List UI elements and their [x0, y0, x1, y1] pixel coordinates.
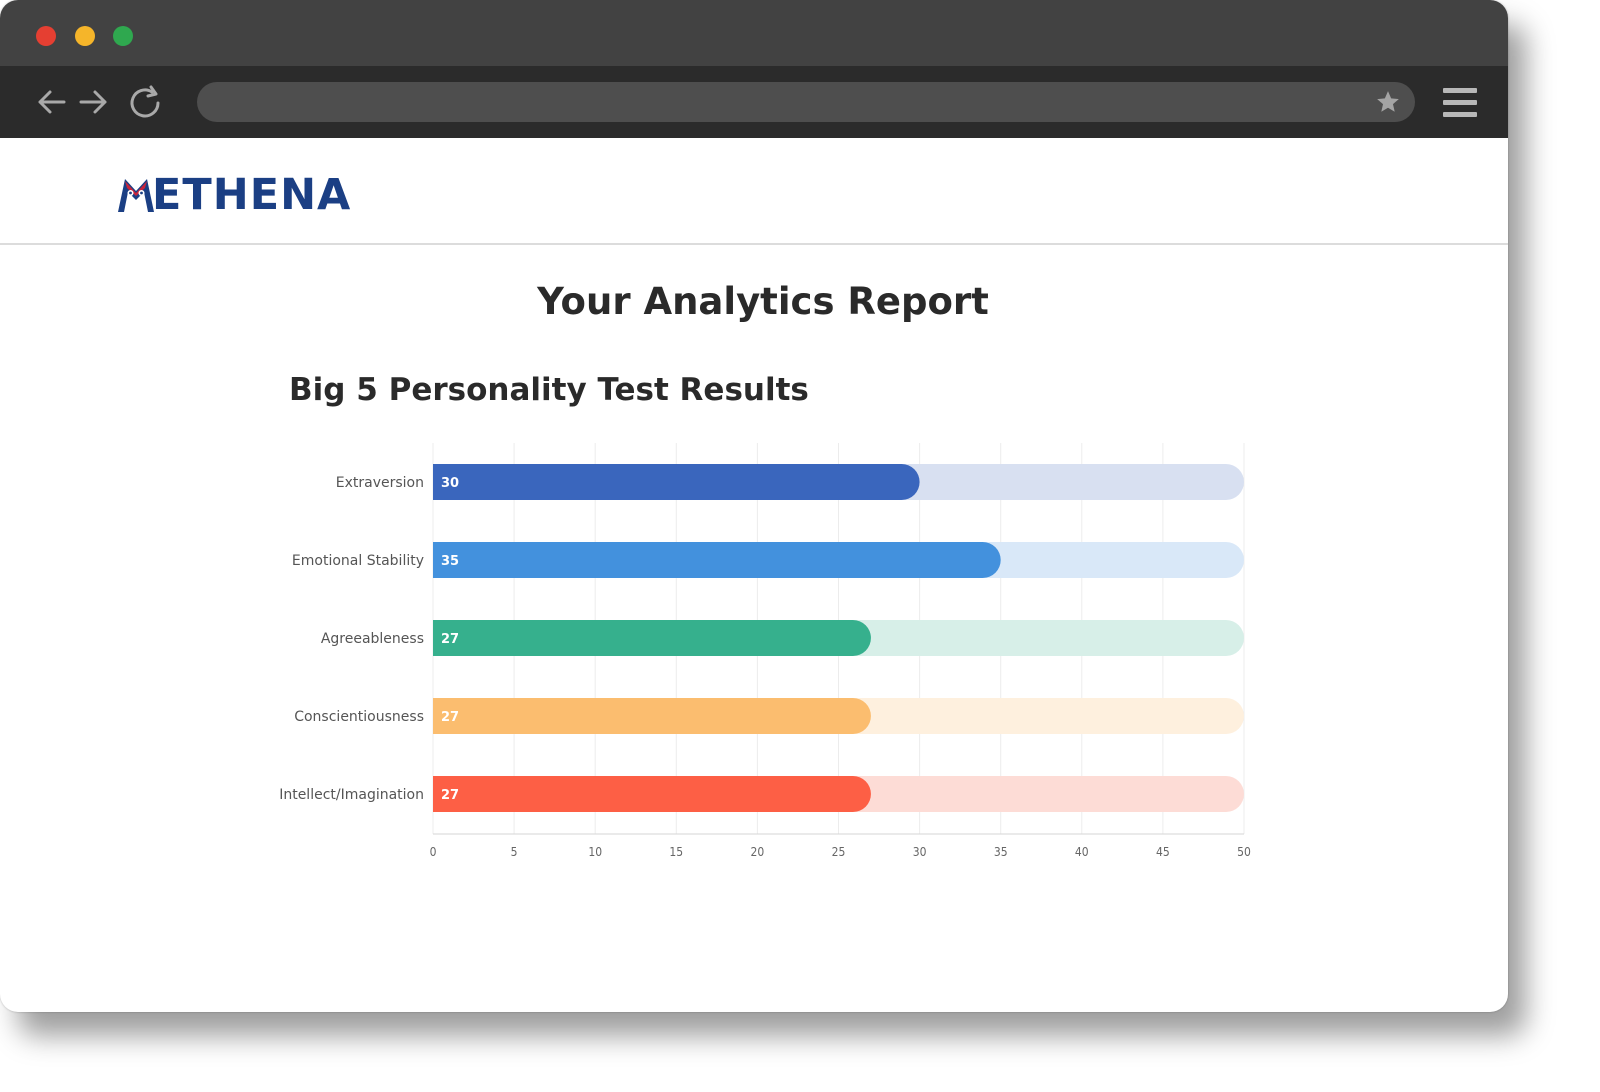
browser-toolbar [0, 66, 1508, 138]
bar-left-edge [433, 542, 469, 578]
bar-value-label: 27 [441, 632, 459, 647]
personality-bar-chart: 0 5 10 15 20 25 30 35 40 45 50 30 Extraversion 35 Emot… [279, 443, 1251, 859]
bar-value-label: 27 [441, 710, 459, 725]
x-tick-label: 5 [511, 845, 518, 859]
bar-left-edge [433, 620, 469, 656]
page-title: Your Analytics Report [537, 280, 989, 323]
bar [433, 464, 920, 500]
bar [433, 620, 871, 656]
browser-window: ETHENA Your Analytics Report Big 5 Perso… [0, 0, 1508, 859]
x-tick-label: 20 [751, 845, 765, 859]
bar-left-edge [433, 698, 469, 734]
x-tick-label: 0 [430, 845, 437, 859]
x-tick-label: 15 [669, 845, 683, 859]
site-header: ETHENA [0, 138, 1508, 245]
hamburger-menu-icon[interactable] [1443, 88, 1477, 118]
x-tick-label: 45 [1156, 845, 1170, 859]
logo-text: ETHENA [152, 170, 352, 220]
bar-value-label: 30 [441, 476, 459, 491]
bar-value-label: 27 [441, 788, 459, 803]
address-bar[interactable] [197, 82, 1415, 124]
x-tick-label: 40 [1075, 845, 1089, 859]
x-tick-label: 10 [588, 845, 602, 859]
section-title: Big 5 Personality Test Results [289, 372, 809, 408]
bar [433, 698, 871, 734]
star-icon[interactable] [1375, 89, 1401, 115]
reload-icon[interactable] [127, 84, 163, 120]
back-arrow-icon[interactable] [34, 84, 70, 120]
maximize-dot[interactable] [113, 26, 133, 46]
owl-m-logo-icon [118, 179, 154, 212]
bar-left-edge [433, 776, 469, 812]
title-bar [0, 0, 1508, 66]
x-tick-label: 50 [1237, 845, 1251, 859]
x-tick-label: 30 [913, 845, 927, 859]
x-tick-label: 35 [994, 845, 1008, 859]
minimize-dot[interactable] [75, 26, 95, 46]
category-label: Conscientiousness [294, 709, 424, 725]
close-dot[interactable] [36, 26, 56, 46]
category-label: Intellect/Imagination [279, 787, 424, 803]
category-label: Extraversion [336, 475, 424, 491]
x-tick-label: 25 [832, 845, 846, 859]
category-label: Agreeableness [321, 631, 424, 647]
forward-arrow-icon[interactable] [75, 84, 111, 120]
url-input[interactable] [215, 82, 1359, 124]
bar [433, 542, 1001, 578]
bar [433, 776, 871, 812]
bar-left-edge [433, 464, 469, 500]
category-label: Emotional Stability [292, 553, 424, 569]
bar-value-label: 35 [441, 554, 459, 569]
